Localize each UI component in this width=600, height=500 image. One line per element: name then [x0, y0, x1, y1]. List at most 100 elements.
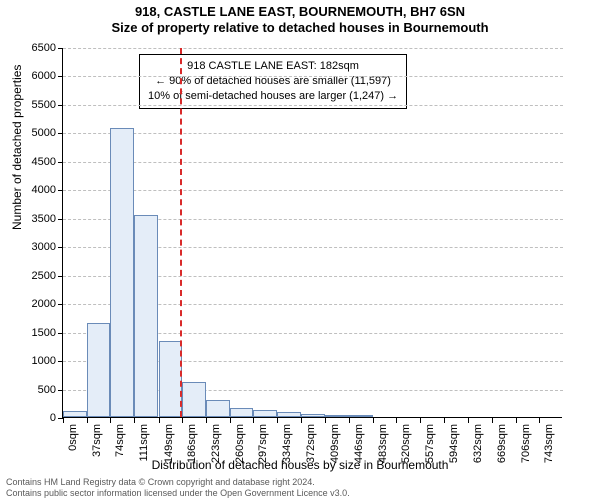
x-tick-label: 186sqm: [186, 424, 198, 484]
chart-title-block: 918, CASTLE LANE EAST, BOURNEMOUTH, BH7 …: [0, 0, 600, 37]
gridline: [63, 76, 563, 77]
histogram-bar: [87, 323, 111, 417]
gridline: [63, 190, 563, 191]
x-tick-mark: [230, 418, 231, 423]
x-tick-mark: [325, 418, 326, 423]
y-tick-label: 3000: [6, 241, 56, 253]
histogram-chart: 918 CASTLE LANE EAST: 182sqm← 90% of det…: [62, 48, 562, 418]
x-tick-mark: [373, 418, 374, 423]
histogram-bar: [277, 412, 301, 417]
x-tick-label: 409sqm: [329, 424, 341, 484]
x-axis-label: Distribution of detached houses by size …: [0, 458, 600, 472]
x-tick-label: 557sqm: [424, 424, 436, 484]
y-tick-label: 2500: [6, 270, 56, 282]
y-tick-label: 1500: [6, 327, 56, 339]
x-tick-mark: [277, 418, 278, 423]
y-tick-label: 5500: [6, 99, 56, 111]
x-tick-label: 743sqm: [543, 424, 555, 484]
histogram-bar: [182, 382, 206, 417]
histogram-bar: [253, 410, 277, 417]
x-tick-label: 297sqm: [257, 424, 269, 484]
y-tick-label: 0: [6, 412, 56, 424]
x-tick-mark: [444, 418, 445, 423]
y-tick-mark: [58, 390, 63, 391]
x-tick-label: 37sqm: [91, 424, 103, 484]
histogram-bar: [134, 215, 158, 417]
y-tick-label: 1000: [6, 355, 56, 367]
y-axis-label: Number of detached properties: [10, 65, 24, 230]
y-tick-mark: [58, 247, 63, 248]
x-tick-label: 223sqm: [210, 424, 222, 484]
x-tick-mark: [516, 418, 517, 423]
x-tick-label: 0sqm: [67, 424, 79, 484]
y-tick-label: 3500: [6, 213, 56, 225]
x-tick-mark: [396, 418, 397, 423]
y-tick-mark: [58, 219, 63, 220]
gridline: [63, 48, 563, 49]
y-tick-mark: [58, 48, 63, 49]
reference-line: [180, 48, 182, 417]
x-tick-mark: [349, 418, 350, 423]
y-tick-mark: [58, 333, 63, 334]
histogram-bar: [301, 414, 325, 417]
y-tick-label: 6000: [6, 70, 56, 82]
x-tick-mark: [63, 418, 64, 423]
gridline: [63, 162, 563, 163]
x-tick-mark: [539, 418, 540, 423]
x-tick-mark: [110, 418, 111, 423]
y-tick-label: 5000: [6, 127, 56, 139]
y-tick-mark: [58, 304, 63, 305]
histogram-bar: [63, 411, 87, 417]
y-tick-label: 6500: [6, 42, 56, 54]
chart-title-line1: 918, CASTLE LANE EAST, BOURNEMOUTH, BH7 …: [0, 4, 600, 20]
x-tick-label: 260sqm: [234, 424, 246, 484]
y-tick-mark: [58, 133, 63, 134]
x-tick-label: 372sqm: [305, 424, 317, 484]
x-tick-label: 632sqm: [472, 424, 484, 484]
x-tick-mark: [134, 418, 135, 423]
x-tick-label: 149sqm: [163, 424, 175, 484]
y-tick-label: 2000: [6, 298, 56, 310]
x-tick-label: 594sqm: [448, 424, 460, 484]
x-tick-mark: [468, 418, 469, 423]
x-tick-mark: [253, 418, 254, 423]
chart-title-line2: Size of property relative to detached ho…: [0, 20, 600, 36]
histogram-bar: [159, 341, 183, 417]
y-tick-mark: [58, 361, 63, 362]
gridline: [63, 105, 563, 106]
y-tick-mark: [58, 105, 63, 106]
annotation-line: 918 CASTLE LANE EAST: 182sqm: [148, 59, 398, 74]
x-tick-label: 669sqm: [496, 424, 508, 484]
x-tick-mark: [87, 418, 88, 423]
histogram-bar: [325, 415, 349, 417]
plot-area: 918 CASTLE LANE EAST: 182sqm← 90% of det…: [62, 48, 562, 418]
x-tick-label: 446sqm: [353, 424, 365, 484]
y-tick-label: 500: [6, 384, 56, 396]
y-tick-mark: [58, 276, 63, 277]
histogram-bar: [110, 128, 134, 417]
x-tick-label: 111sqm: [138, 424, 150, 484]
x-tick-label: 74sqm: [114, 424, 126, 484]
x-tick-mark: [206, 418, 207, 423]
x-tick-label: 483sqm: [377, 424, 389, 484]
x-tick-label: 520sqm: [400, 424, 412, 484]
histogram-bar: [349, 415, 373, 417]
y-tick-mark: [58, 190, 63, 191]
footer-line2: Contains public sector information licen…: [6, 488, 350, 498]
x-tick-mark: [301, 418, 302, 423]
x-tick-mark: [420, 418, 421, 423]
y-tick-label: 4500: [6, 156, 56, 168]
x-tick-mark: [492, 418, 493, 423]
x-tick-mark: [159, 418, 160, 423]
x-tick-mark: [182, 418, 183, 423]
annotation-line: 10% of semi-detached houses are larger (…: [148, 89, 398, 104]
histogram-bar: [230, 408, 254, 417]
footer-line1: Contains HM Land Registry data © Crown c…: [6, 477, 350, 487]
x-tick-label: 334sqm: [281, 424, 293, 484]
y-tick-label: 4000: [6, 184, 56, 196]
y-tick-mark: [58, 76, 63, 77]
y-tick-mark: [58, 162, 63, 163]
gridline: [63, 133, 563, 134]
x-tick-label: 706sqm: [520, 424, 532, 484]
footer-attribution: Contains HM Land Registry data © Crown c…: [6, 477, 350, 498]
